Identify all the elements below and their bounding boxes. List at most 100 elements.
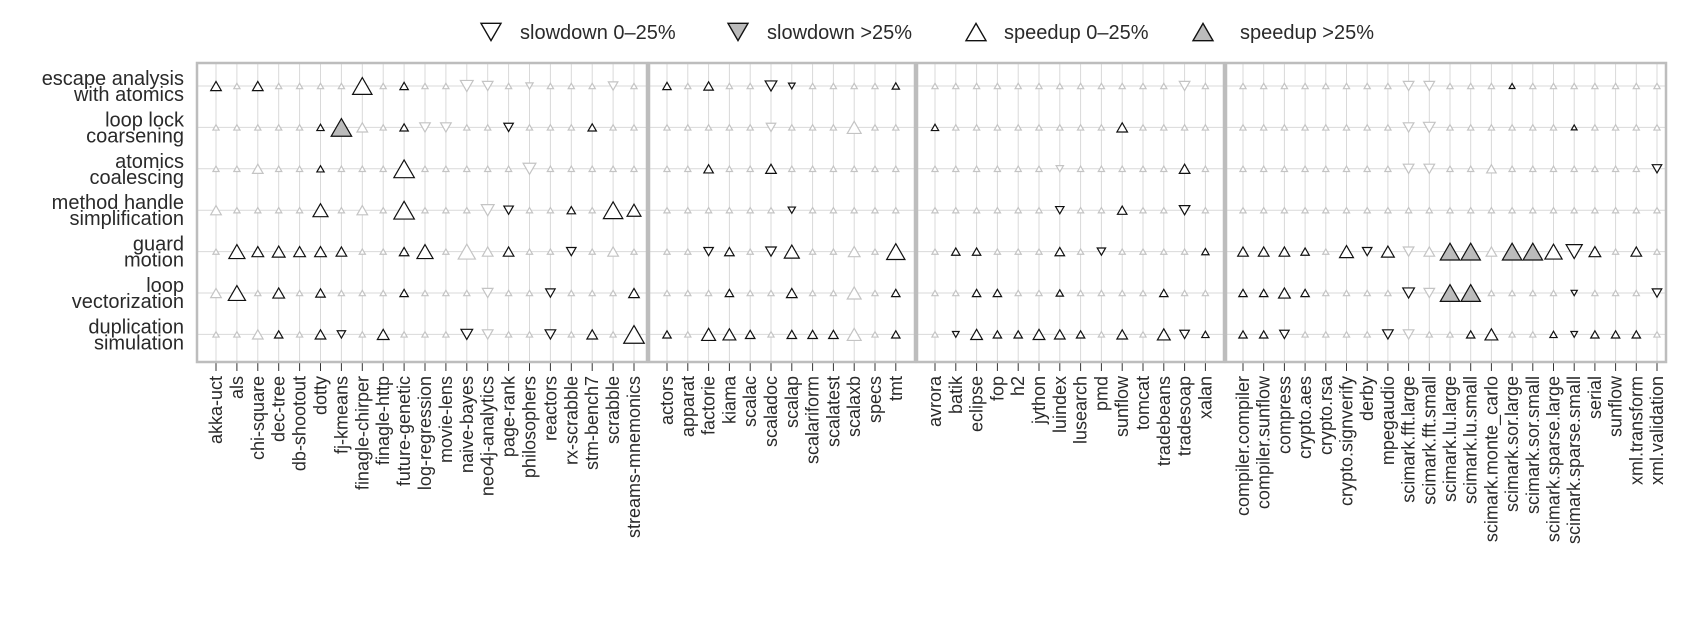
- row-label-line2: coalescing: [89, 167, 184, 189]
- data-point: [1425, 206, 1434, 214]
- data-point: [1611, 206, 1620, 214]
- data-point: [629, 123, 639, 131]
- data-point: [379, 289, 388, 297]
- data-point: [1487, 82, 1496, 90]
- data-point: [546, 164, 555, 173]
- data-point: [1097, 82, 1106, 90]
- data-point: [683, 123, 692, 131]
- data-point: [1118, 247, 1127, 255]
- panel: [195, 61, 649, 371]
- data-point: [481, 80, 495, 92]
- data-point: [1632, 82, 1641, 90]
- data-point: [1159, 164, 1168, 173]
- legend-marker-speedup_large: [1191, 21, 1215, 42]
- tick-label: xml.validation: [1647, 376, 1667, 485]
- data-point: [1118, 289, 1127, 297]
- data-point: [420, 289, 430, 297]
- tick-label: tmt: [886, 376, 906, 401]
- data-point: [398, 81, 410, 91]
- tick-label: movie-lens: [436, 376, 456, 463]
- data-point: [608, 164, 618, 173]
- data-point: [766, 289, 776, 297]
- tick-label: scalatest: [823, 376, 843, 447]
- data-point: [608, 123, 618, 131]
- data-point: [746, 247, 755, 255]
- data-point: [1401, 287, 1416, 300]
- data-point: [504, 164, 513, 173]
- data-point: [607, 81, 619, 92]
- data-point: [337, 289, 346, 297]
- data-point: [1159, 247, 1168, 255]
- data-point: [870, 206, 880, 214]
- data-point: [870, 247, 880, 255]
- data-point: [1652, 82, 1662, 90]
- data-point: [1507, 289, 1517, 297]
- data-point: [1321, 82, 1330, 90]
- data-point: [588, 206, 597, 214]
- data-point: [1014, 289, 1023, 297]
- tick-label: chi-square: [248, 376, 268, 460]
- data-point: [1528, 330, 1537, 338]
- data-point: [1651, 164, 1663, 175]
- tick-label: scimark.lu.large: [1440, 376, 1460, 502]
- data-point: [1118, 82, 1127, 90]
- data-point: [787, 123, 796, 131]
- data-point: [1652, 330, 1662, 338]
- data-point: [418, 122, 432, 134]
- data-point: [420, 330, 430, 338]
- data-point: [1402, 246, 1415, 258]
- data-point: [1611, 164, 1620, 173]
- data-point: [764, 163, 778, 174]
- data-point: [1363, 82, 1372, 90]
- data-point: [1402, 329, 1415, 341]
- data-point: [1138, 247, 1148, 255]
- tick-label: scimark.monte_carlo: [1481, 376, 1502, 542]
- data-point: [1543, 242, 1564, 260]
- data-point: [253, 289, 262, 297]
- data-point: [1180, 247, 1189, 255]
- tick-label: db-shootout: [290, 376, 310, 471]
- data-point: [829, 247, 838, 255]
- data-point: [1528, 289, 1537, 297]
- data-point: [1299, 246, 1311, 256]
- data-point: [1383, 164, 1393, 173]
- data-point: [462, 164, 471, 173]
- data-point: [972, 82, 981, 90]
- data-point: [1632, 289, 1641, 297]
- data-point: [1652, 123, 1662, 131]
- legend-marker-slowdown_large: [726, 22, 750, 43]
- data-point: [829, 289, 838, 297]
- data-point: [951, 164, 960, 173]
- data-point: [1180, 123, 1189, 131]
- data-point: [1528, 206, 1537, 214]
- data-point: [766, 330, 776, 338]
- data-point: [274, 164, 283, 173]
- data-point: [1238, 123, 1248, 131]
- data-point: [829, 164, 838, 173]
- data-point: [1200, 330, 1211, 339]
- data-point: [683, 164, 692, 173]
- panels: [195, 61, 1668, 371]
- data-point: [993, 82, 1002, 90]
- tick-label: finagle-chirper: [352, 376, 372, 490]
- data-point: [251, 80, 265, 92]
- data-point: [232, 164, 242, 173]
- tick-label: pmd: [1091, 376, 1111, 411]
- data-point: [227, 284, 247, 302]
- data-point: [1445, 164, 1455, 173]
- row-label-line1: loop: [146, 275, 184, 297]
- legend-label-speedup_large: speedup >25%: [1240, 22, 1374, 44]
- data-point: [232, 206, 242, 214]
- row-label-line2: simplification: [70, 208, 184, 230]
- data-point: [764, 80, 778, 93]
- data-point: [786, 329, 798, 340]
- data-point: [1097, 164, 1106, 173]
- data-point: [1321, 123, 1330, 131]
- data-point: [808, 123, 817, 131]
- panel-frame: [647, 61, 917, 364]
- data-point: [808, 289, 817, 297]
- tick-label: scalaxb: [844, 376, 864, 437]
- data-point: [295, 82, 304, 90]
- data-point: [746, 289, 755, 297]
- tick-label: philosophers: [520, 376, 540, 478]
